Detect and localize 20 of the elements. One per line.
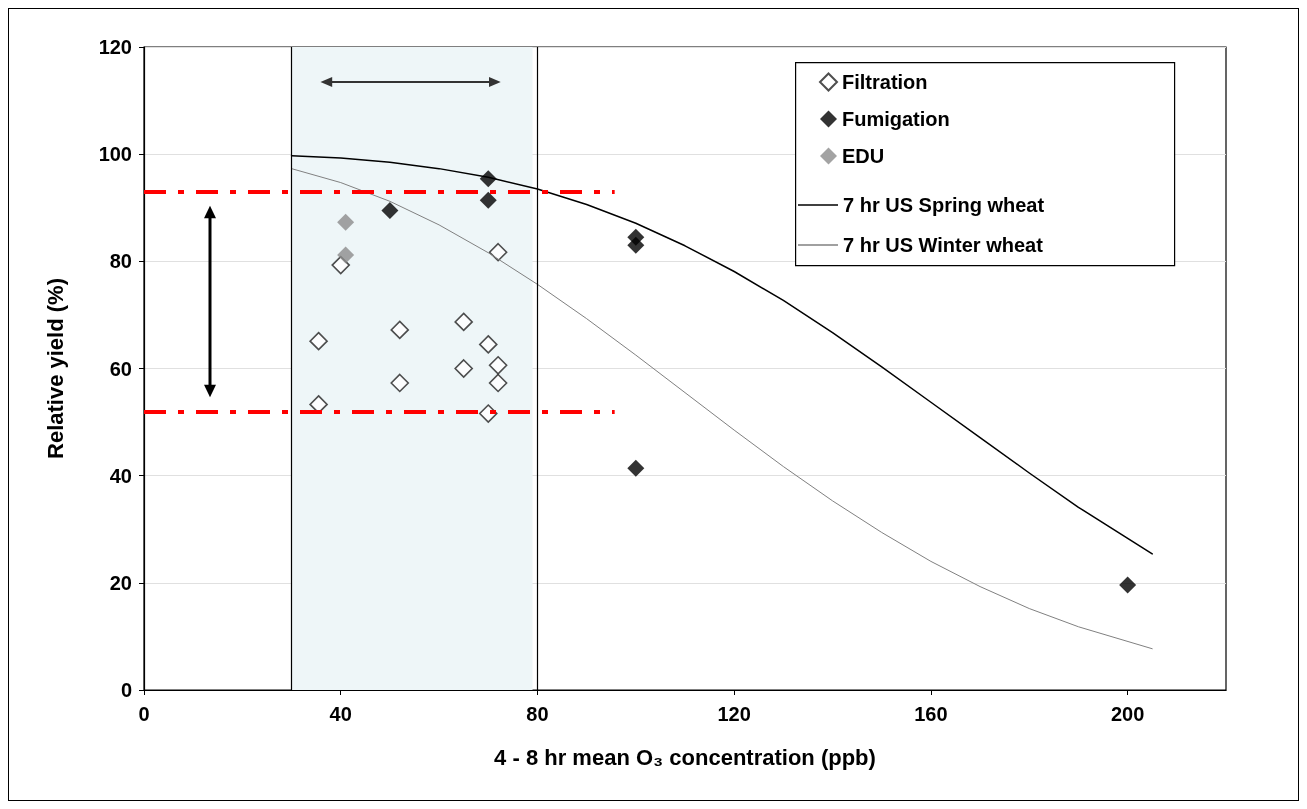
x-tick-label: 0 [138, 703, 150, 725]
y-tick-label: 100 [98, 143, 132, 166]
y-axis-title: Relative yield (%) [42, 278, 68, 459]
legend-label: 7 hr US Winter wheat [843, 234, 1044, 256]
y-tick-label: 60 [109, 357, 132, 380]
x-tick-label: 40 [329, 703, 352, 725]
legend-label: Fumigation [842, 108, 950, 130]
x-tick-label: 80 [526, 703, 549, 725]
x-tick-label: 160 [914, 703, 948, 725]
legend-label: Filtration [842, 71, 928, 93]
x-axis-title: 4 - 8 hr mean O₃ concentration (ppb) [494, 744, 876, 770]
legend-label: 7 hr US Spring wheat [843, 194, 1045, 216]
y-tick-label: 0 [120, 679, 132, 701]
x-tick-label: 200 [1110, 703, 1145, 725]
x-tick-label: 120 [717, 703, 751, 725]
y-tick-label: 40 [109, 464, 132, 487]
y-tick-label: 80 [109, 250, 132, 273]
y-tick-label: 120 [98, 36, 132, 58]
legend-label: EDU [842, 145, 885, 167]
y-tick-label: 20 [109, 571, 132, 594]
